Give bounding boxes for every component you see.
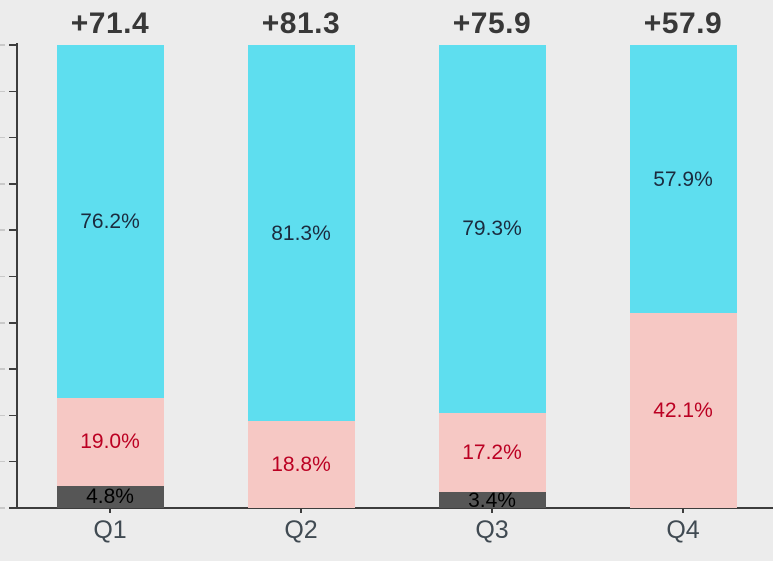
segment-top-cyan-Q2: 81.3% — [247, 45, 355, 422]
bar-total-label: +75.9 — [452, 7, 532, 40]
segment-value-label: 57.9% — [653, 167, 713, 191]
segment-middle-pink-Q2: 18.8% — [247, 421, 355, 508]
segment-top-cyan-Q1: 76.2% — [56, 45, 164, 398]
segment-bottom-gray-Q1: 4.8% — [56, 485, 164, 509]
category-label-Q3: Q3 — [475, 516, 509, 544]
x-axis — [9, 507, 773, 509]
segment-value-label: 3.4% — [468, 488, 516, 512]
x-axis-tick — [300, 508, 302, 513]
segment-middle-pink-Q3: 17.2% — [438, 412, 546, 493]
y-axis-edge-tick — [0, 322, 5, 324]
category-label-Q4: Q4 — [666, 516, 700, 544]
y-axis — [16, 43, 18, 509]
y-axis-edge-tick — [0, 136, 5, 139]
y-axis-tick — [9, 368, 17, 370]
y-axis-tick — [9, 414, 17, 417]
y-axis-tick — [9, 183, 17, 185]
segment-value-label: 4.8% — [86, 485, 134, 509]
segment-value-label: 18.8% — [271, 453, 331, 476]
bar-total-label: +81.3 — [261, 7, 341, 40]
y-axis-edge-tick — [0, 460, 5, 463]
y-axis-edge-tick — [0, 183, 5, 185]
segment-top-cyan-Q4: 57.9% — [629, 45, 737, 314]
bar-total-label: +57.9 — [643, 7, 723, 40]
segment-value-label: 19.0% — [80, 430, 140, 454]
y-axis-tick — [9, 275, 17, 278]
segment-value-label: 17.2% — [462, 440, 522, 464]
y-axis-edge-tick — [0, 275, 5, 278]
segment-top-cyan-Q3: 79.3% — [438, 45, 546, 413]
y-axis-tick — [9, 322, 17, 324]
y-axis-tick — [9, 44, 17, 46]
bar-total-label: +71.4 — [70, 7, 150, 40]
bar-Q1: 76.2% 19.0% 4.8% — [56, 45, 164, 509]
segment-bottom-gray-Q3: 3.4% — [438, 488, 546, 512]
x-axis-tick — [491, 508, 493, 513]
y-axis-tick — [9, 460, 17, 463]
bar-Q3: 79.3% 17.2% 3.4% — [438, 45, 546, 512]
y-axis-tick — [9, 507, 17, 509]
y-axis-edge-tick — [0, 229, 5, 231]
segment-value-label: 42.1% — [653, 399, 713, 423]
bar-Q4: 57.9% 42.1% — [629, 45, 737, 508]
x-axis-tick — [109, 508, 111, 513]
y-axis-tick — [9, 229, 17, 231]
y-axis-tick — [9, 136, 17, 139]
segment-middle-pink-Q4: 42.1% — [629, 313, 737, 508]
category-label-Q2: Q2 — [284, 516, 318, 544]
y-axis-edge-tick — [0, 507, 5, 509]
y-axis-tick — [9, 90, 17, 93]
category-label-Q1: Q1 — [93, 516, 127, 544]
y-axis-edge-tick — [0, 90, 5, 93]
y-axis-edge-tick — [0, 44, 5, 46]
x-axis-tick — [682, 508, 684, 513]
bar-Q2: 81.3% 18.8% — [247, 45, 355, 508]
segment-value-label: 76.2% — [80, 209, 140, 233]
y-axis-edge-tick — [0, 414, 5, 417]
y-axis-edge-tick — [0, 368, 5, 370]
segment-value-label: 81.3% — [271, 221, 331, 245]
segment-middle-pink-Q1: 19.0% — [56, 397, 164, 486]
segment-value-label: 79.3% — [462, 217, 522, 241]
